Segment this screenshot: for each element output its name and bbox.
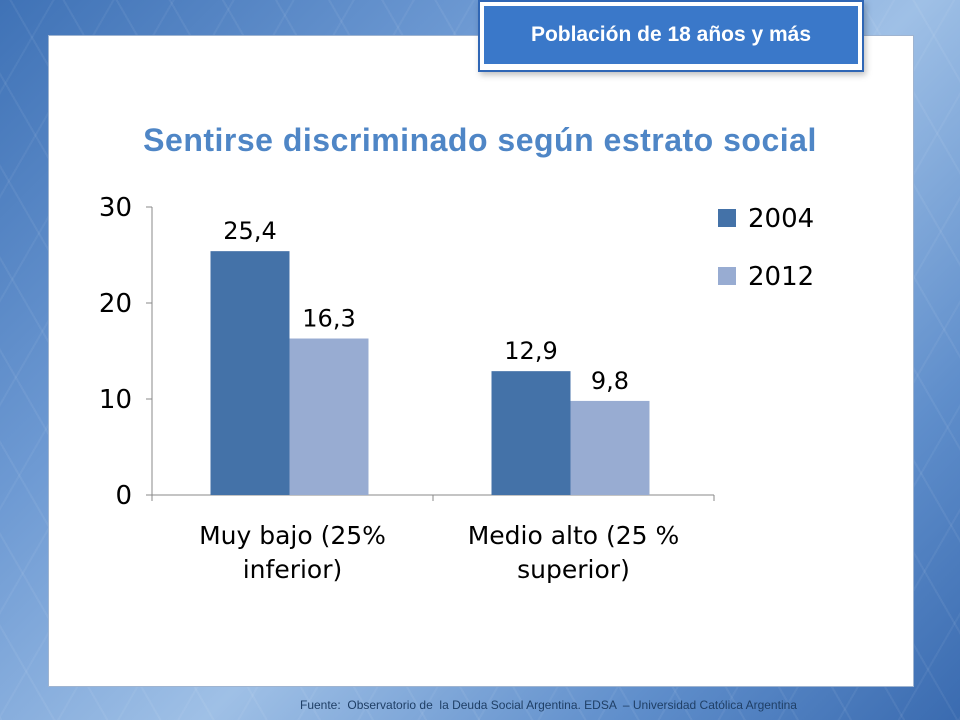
y-tick-label: 0 [115,481,132,511]
population-badge: Población de 18 años y más [478,0,864,72]
source-footer: Fuente: Observatorio de la Deuda Social … [300,698,797,712]
bar-2004-1 [491,371,571,495]
data-label: 9,8 [591,367,629,395]
bar-2012-0 [289,338,369,495]
y-tick-label: 30 [99,193,132,223]
data-label: 16,3 [302,305,355,333]
x-category-label: Medio alto (25 % [468,521,680,550]
bar-2012-1 [570,400,650,495]
y-tick-label: 20 [99,289,132,319]
slide-panel [48,35,914,687]
chart-title: Sentirse discriminado según estrato soci… [143,122,817,158]
legend-swatch-2004 [718,209,736,227]
legend-swatch-2012 [718,267,736,285]
x-category-label: superior) [517,555,630,584]
legend-label-2004: 2004 [748,204,814,234]
data-label: 25,4 [223,217,276,245]
bar-2004-0 [210,251,290,495]
legend-label-2012: 2012 [748,262,814,292]
x-category-label: Muy bajo (25% [199,521,386,550]
population-badge-label: Población de 18 años y más [484,6,858,64]
y-tick-label: 10 [99,385,132,415]
data-label: 12,9 [504,337,557,365]
x-category-label: inferior) [243,555,343,584]
